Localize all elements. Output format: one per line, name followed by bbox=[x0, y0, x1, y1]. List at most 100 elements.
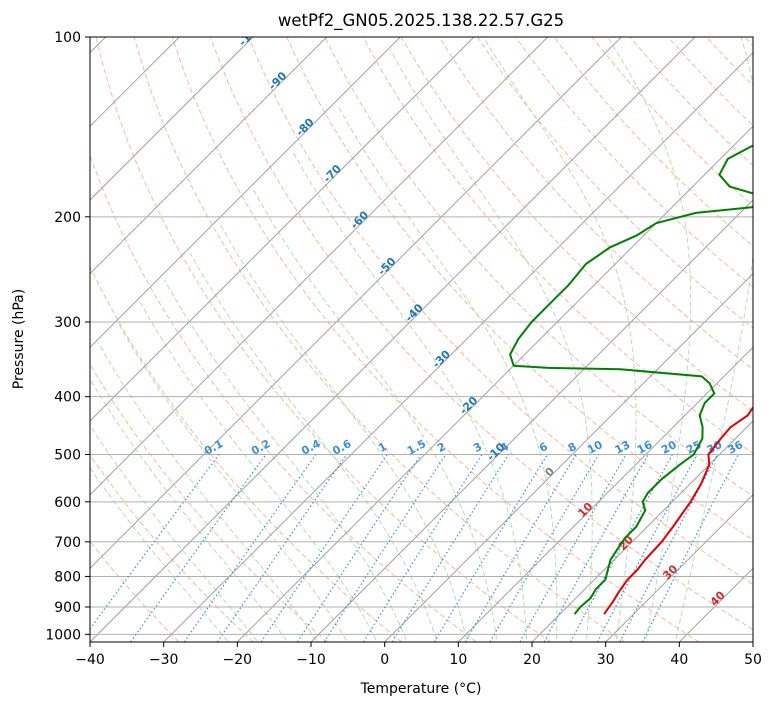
isotherm-line bbox=[90, 37, 328, 275]
mixing-ratio-line bbox=[216, 454, 348, 642]
dry-adiabat-line bbox=[133, 37, 625, 642]
moist-adiabat-line bbox=[674, 37, 753, 642]
mixing-ratio-line bbox=[260, 454, 388, 642]
moist-adiabat-line bbox=[291, 150, 528, 642]
x-tick-label: −30 bbox=[149, 652, 179, 668]
mixing-ratio-lines bbox=[90, 454, 739, 642]
moist-adiabat-line bbox=[189, 252, 438, 642]
isotherm-line bbox=[163, 51, 753, 642]
y-tick-label: 1000 bbox=[45, 627, 81, 643]
mixing-ratio-line bbox=[569, 454, 673, 642]
mixing-ratio-line bbox=[296, 454, 422, 642]
dry-adiabat-line bbox=[438, 37, 753, 370]
moist-adiabat-line bbox=[252, 189, 498, 642]
moist-adiabat-line bbox=[337, 104, 558, 642]
dry-adiabat-line bbox=[90, 540, 180, 642]
x-tick-label: 0 bbox=[380, 652, 389, 668]
moist-adiabat-line bbox=[389, 49, 593, 642]
moist-adiabat-line bbox=[607, 37, 692, 642]
dry-adiabat-line bbox=[400, 37, 753, 412]
x-tick-label: −20 bbox=[223, 652, 253, 668]
moist-adiabat-line bbox=[90, 378, 289, 642]
mixing-ratio-line bbox=[596, 454, 698, 642]
dry-adiabat-line bbox=[90, 363, 328, 642]
x-tick-label: 10 bbox=[449, 652, 467, 668]
moist-adiabat-line bbox=[117, 321, 348, 642]
y-tick-label: 200 bbox=[54, 210, 81, 226]
dry-adiabat-line bbox=[515, 37, 753, 288]
plot-frame bbox=[89, 36, 754, 643]
mixing-ratio-line bbox=[130, 454, 267, 642]
x-tick-label: 40 bbox=[670, 652, 688, 668]
dry-adiabat-line bbox=[362, 37, 753, 455]
dry-adiabat-line bbox=[248, 37, 753, 586]
sounding-profiles bbox=[509, 144, 753, 615]
x-axis-ticks: −40 −30 −20 −10 0 10 20 30 40 50 bbox=[75, 642, 762, 668]
mixing-ratio-line bbox=[433, 454, 549, 642]
moist-adiabat-line bbox=[90, 467, 229, 642]
isotherm-line bbox=[310, 199, 753, 642]
mixing-ratio-label: 16 bbox=[635, 438, 655, 457]
y-tick-label: 100 bbox=[54, 30, 81, 46]
y-tick-label: 800 bbox=[54, 569, 81, 585]
y-tick-label: 500 bbox=[54, 448, 81, 464]
x-tick-label: −10 bbox=[296, 652, 326, 668]
dry-adiabats bbox=[90, 37, 753, 642]
isobar-gridlines bbox=[90, 37, 753, 635]
x-tick-label: 50 bbox=[744, 652, 762, 668]
mixing-ratio-label: 10 bbox=[585, 438, 605, 457]
dry-adiabat-line bbox=[210, 37, 753, 631]
dry-adiabat-line bbox=[90, 453, 254, 642]
mixing-ratio-label: 13 bbox=[613, 438, 633, 457]
dry-adiabat-line bbox=[286, 37, 753, 541]
dewpoint-profile-line bbox=[509, 144, 753, 615]
isotherm-line bbox=[384, 272, 753, 642]
mixing-ratio-line bbox=[519, 454, 627, 642]
mixing-ratio-label: 25 bbox=[684, 438, 704, 457]
moist-adiabat-line bbox=[482, 37, 637, 642]
x-tick-label: 30 bbox=[597, 652, 615, 668]
mixing-ratio-line bbox=[183, 454, 317, 642]
dry-adiabat-line bbox=[324, 37, 753, 498]
mixing-ratio-label: 36 bbox=[726, 438, 746, 457]
mixing-ratio-line bbox=[90, 454, 220, 630]
mixing-ratio-line bbox=[323, 454, 447, 642]
isotherm-line bbox=[457, 346, 753, 642]
isotherm-line bbox=[90, 37, 696, 642]
moist-adiabat-line bbox=[219, 222, 468, 642]
moist-adiabat-line bbox=[138, 299, 378, 642]
isotherm-line bbox=[90, 37, 401, 349]
isotherm-line bbox=[531, 420, 753, 642]
isotherm-line bbox=[90, 37, 254, 201]
y-tick-label: 900 bbox=[54, 600, 81, 616]
temperature-profile-line bbox=[603, 405, 753, 615]
x-tick-label: 20 bbox=[523, 652, 541, 668]
isotherm-line bbox=[90, 37, 549, 496]
chart-title: wetPf2_GN05.2025.138.22.57.G25 bbox=[278, 11, 564, 31]
moist-adiabats bbox=[90, 37, 753, 642]
moist-adiabat-line bbox=[97, 342, 319, 642]
isotherm-line bbox=[90, 37, 475, 422]
y-tick-label: 300 bbox=[54, 315, 81, 331]
y-axis-ticks: 100 200 300 400 500 600 700 800 900 1000 bbox=[45, 30, 90, 643]
moist-adiabat-line bbox=[163, 279, 408, 642]
mixing-ratio-line bbox=[489, 454, 600, 642]
moist-adiabat-line bbox=[90, 424, 259, 642]
isotherm-line bbox=[236, 125, 753, 642]
isotherm-line bbox=[90, 37, 622, 570]
y-tick-label: 700 bbox=[54, 535, 81, 551]
mixing-ratio-line bbox=[464, 454, 577, 642]
dry-adiabat-line bbox=[90, 154, 477, 642]
isotherms bbox=[90, 37, 753, 642]
isotherm-line bbox=[605, 493, 753, 642]
dry-adiabat-line bbox=[90, 265, 403, 642]
dry-adiabat-line bbox=[171, 37, 700, 642]
x-tick-label: −40 bbox=[75, 652, 105, 668]
x-axis-label: Temperature (°C) bbox=[360, 681, 482, 697]
isotherm-label: -100 bbox=[236, 20, 265, 49]
mixing-ratio-label: 20 bbox=[659, 438, 679, 457]
dry-adiabat-line bbox=[95, 37, 551, 642]
y-tick-label: 400 bbox=[54, 390, 81, 406]
